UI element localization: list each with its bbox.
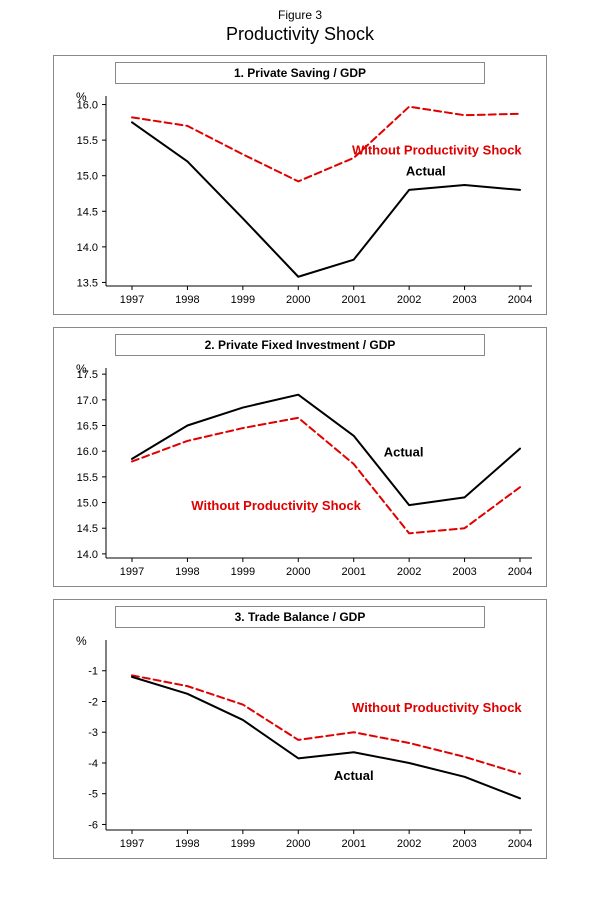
svg-text:14.5: 14.5	[77, 523, 98, 535]
svg-text:2003: 2003	[452, 838, 476, 850]
svg-text:15.0: 15.0	[77, 498, 98, 510]
svg-text:15.5: 15.5	[77, 472, 98, 484]
svg-text:1998: 1998	[175, 566, 199, 578]
svg-text:%: %	[76, 362, 87, 376]
svg-text:Without Productivity Shock: Without Productivity Shock	[352, 700, 522, 715]
figure-title: Productivity Shock	[225, 24, 375, 44]
svg-text:1997: 1997	[120, 566, 144, 578]
svg-text:Actual: Actual	[334, 768, 374, 783]
svg-text:14.5: 14.5	[77, 206, 98, 218]
svg-text:Without Productivity Shock: Without Productivity Shock	[352, 142, 522, 157]
svg-text:2001: 2001	[341, 566, 365, 578]
svg-text:2004: 2004	[508, 838, 532, 850]
svg-text:2004: 2004	[508, 294, 532, 306]
svg-text:1998: 1998	[175, 294, 199, 306]
svg-text:1999: 1999	[231, 566, 255, 578]
figure-label: Figure 3	[277, 8, 323, 22]
svg-text:2002: 2002	[397, 566, 421, 578]
svg-text:16.0: 16.0	[77, 446, 98, 458]
svg-text:Actual: Actual	[384, 444, 424, 459]
svg-text:%: %	[76, 90, 87, 104]
line-chart-trade-balance: % -1 -2 -3 -4 -5 -6 1997 1998 1999 2000 2001 2002 200…	[76, 634, 532, 850]
panel-title-fixed-investment: 2. Private Fixed Investment / GDP	[115, 334, 485, 356]
svg-text:1997: 1997	[120, 294, 144, 306]
svg-text:Actual: Actual	[406, 164, 446, 179]
svg-text:-6: -6	[88, 819, 98, 831]
svg-text:2002: 2002	[397, 838, 421, 850]
svg-text:2001: 2001	[341, 838, 365, 850]
svg-text:1999: 1999	[231, 838, 255, 850]
svg-text:-2: -2	[88, 696, 98, 708]
svg-text:2003: 2003	[452, 566, 476, 578]
svg-text:Without Productivity Shock: Without Productivity Shock	[191, 498, 361, 513]
svg-text:15.0: 15.0	[77, 171, 98, 183]
svg-text:14.0: 14.0	[77, 549, 98, 561]
svg-text:1997: 1997	[120, 838, 144, 850]
panel-title-private-saving: 1. Private Saving / GDP	[115, 62, 485, 84]
figure: Figure 3 Productivity Shock 1. Private S…	[53, 8, 547, 859]
svg-text:-1: -1	[88, 666, 98, 678]
svg-text:1999: 1999	[231, 294, 255, 306]
svg-text:16.0: 16.0	[77, 100, 98, 112]
svg-text:-5: -5	[88, 789, 98, 801]
panel-title-trade-balance: 3. Trade Balance / GDP	[115, 606, 485, 628]
svg-text:2003: 2003	[452, 294, 476, 306]
svg-text:%: %	[76, 634, 87, 648]
svg-text:-3: -3	[88, 727, 98, 739]
line-chart-fixed-investment: %17.5 17.0 16.5 16.0 15.5 15.0 14.5 14.0 1997 199…	[76, 362, 532, 578]
svg-text:1998: 1998	[175, 838, 199, 850]
svg-text:17.5: 17.5	[77, 369, 98, 381]
chart-panel-trade-balance: 3. Trade Balance / GDP % -1 -2 -3 -4 -5 -6 1997…	[53, 599, 547, 859]
svg-text:2001: 2001	[341, 294, 365, 306]
svg-text:13.5: 13.5	[77, 277, 98, 289]
svg-text:16.5: 16.5	[77, 421, 98, 433]
svg-text:2000: 2000	[286, 838, 310, 850]
svg-text:2004: 2004	[508, 566, 532, 578]
svg-text:-4: -4	[88, 758, 98, 770]
svg-text:2002: 2002	[397, 294, 421, 306]
svg-text:17.0: 17.0	[77, 395, 98, 407]
svg-text:15.5: 15.5	[77, 135, 98, 147]
line-chart-private-saving: %16.0 15.5 15.0 14.5 14.0 13.5 1997 1998 1999 200…	[76, 90, 532, 306]
svg-text:14.0: 14.0	[77, 242, 98, 254]
svg-text:2000: 2000	[286, 566, 310, 578]
chart-panel-fixed-investment: 2. Private Fixed Investment / GDP % 17.5 1…	[53, 327, 547, 587]
svg-text:2000: 2000	[286, 294, 310, 306]
chart-panel-private-saving: 1. Private Saving / GDP % 16.0 15.5 15.0 14.…	[53, 55, 547, 315]
